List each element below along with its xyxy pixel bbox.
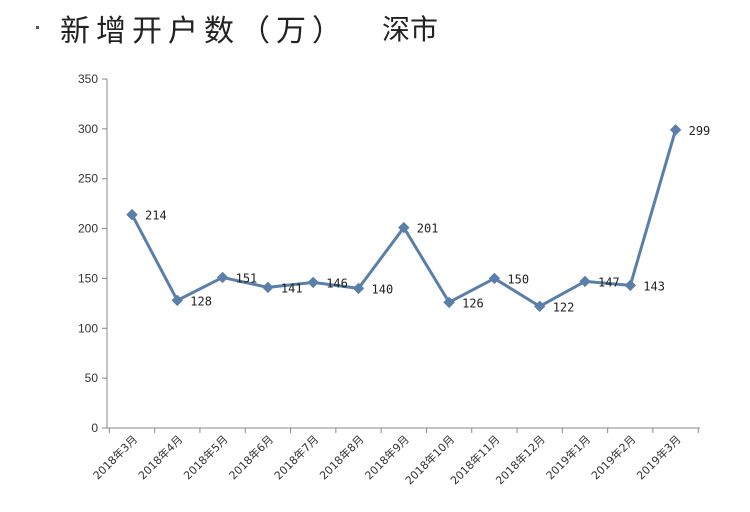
data-point xyxy=(624,279,637,292)
x-tick-label: 2019年3月 xyxy=(634,432,684,482)
y-tick-label: 350 xyxy=(78,72,98,86)
y-tick-label: 0 xyxy=(91,421,98,435)
series-line xyxy=(130,129,678,308)
x-tick-label: 2018年12月 xyxy=(493,432,548,487)
y-tick-label: 150 xyxy=(78,271,98,285)
x-tick-label: 2019年1月 xyxy=(543,432,593,482)
data-label: 150 xyxy=(507,272,529,286)
data-label: 151 xyxy=(236,271,258,285)
data-label: 141 xyxy=(281,281,303,295)
data-point xyxy=(579,275,591,288)
x-tick-label: 2019年2月 xyxy=(588,432,638,482)
data-label: 126 xyxy=(462,296,484,310)
data-label: 214 xyxy=(145,209,167,223)
data-label: 128 xyxy=(190,294,212,308)
title-bullet xyxy=(36,26,39,29)
data-label: 143 xyxy=(643,279,665,293)
x-tick-label: 2018年3月 xyxy=(90,432,140,482)
chart-subtitle: 深市 xyxy=(382,13,439,46)
data-point xyxy=(488,272,501,285)
data-point xyxy=(533,300,546,313)
data-point xyxy=(398,221,410,234)
x-tick-label: 2018年7月 xyxy=(271,432,321,482)
y-tick-label: 50 xyxy=(85,371,99,385)
data-label: 122 xyxy=(553,300,575,314)
data-point xyxy=(171,294,184,307)
data-point xyxy=(443,296,455,309)
data-label: 140 xyxy=(372,282,394,296)
data-label: 146 xyxy=(326,276,348,290)
data-point xyxy=(307,276,319,289)
data-point xyxy=(669,124,682,136)
data-point xyxy=(216,271,229,284)
y-tick-label: 100 xyxy=(78,321,98,335)
y-tick-label: 200 xyxy=(78,222,98,236)
y-tick-label: 250 xyxy=(78,172,98,186)
data-point xyxy=(126,208,138,221)
data-label: 201 xyxy=(417,222,439,236)
chart-title: 新增开户数（万） xyxy=(60,14,348,49)
data-label: 147 xyxy=(598,275,620,289)
y-tick-label: 300 xyxy=(78,122,98,136)
x-tick-label: 2018年9月 xyxy=(362,432,412,482)
data-label: 299 xyxy=(689,124,711,138)
x-tick-label: 2018年6月 xyxy=(226,432,276,482)
x-tick-label: 2018年4月 xyxy=(135,432,185,482)
data-point xyxy=(352,282,365,295)
x-tick-label: 2018年5月 xyxy=(181,432,231,482)
data-point xyxy=(262,281,274,294)
title-row: 新增开户数（万） xyxy=(60,8,348,49)
x-tick-label: 2018年8月 xyxy=(316,432,366,482)
